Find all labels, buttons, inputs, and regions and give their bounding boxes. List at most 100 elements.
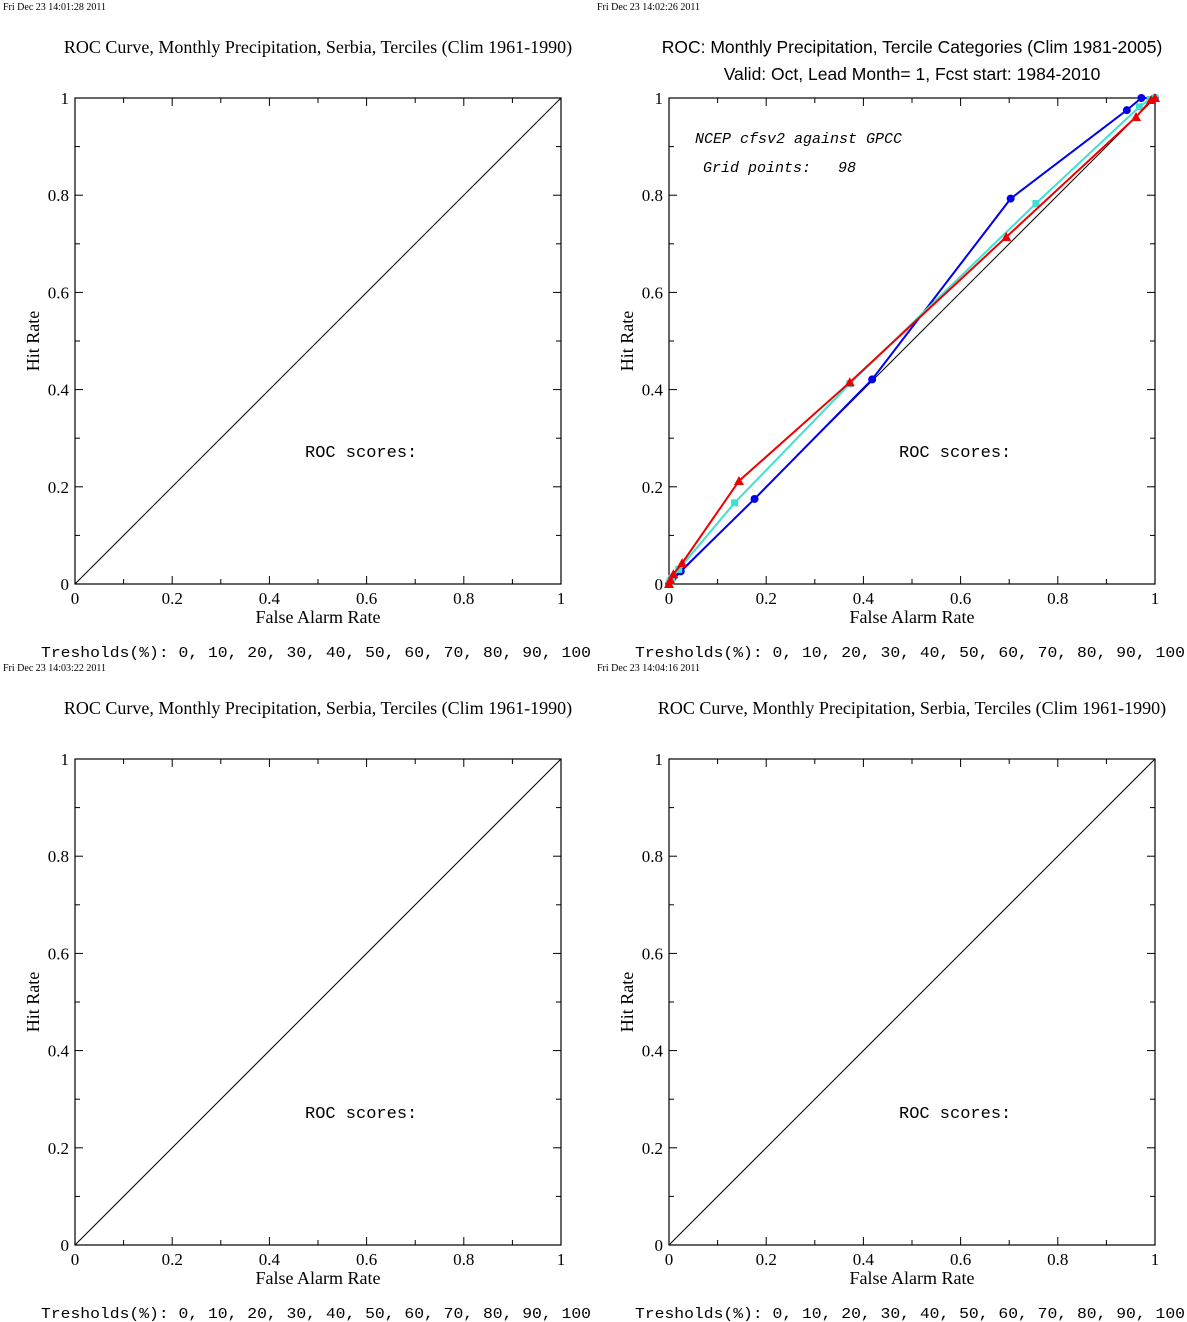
- data-point: [844, 377, 855, 387]
- x-axis-label: False Alarm Rate: [850, 607, 975, 627]
- x-tick-label: 1: [557, 589, 566, 608]
- x-tick-label: 0.4: [853, 589, 875, 608]
- x-tick-label: 0.2: [756, 589, 777, 608]
- x-tick-label: 0: [665, 589, 674, 608]
- y-tick-label: 0: [61, 1236, 70, 1255]
- chart-panel: Fri Dec 23 14:03:22 2011 ROC Curve, Month…: [3, 663, 591, 1322]
- roc-scores-label: ROC scores:: [305, 1105, 417, 1124]
- y-tick-label: 0.6: [48, 944, 69, 963]
- chart-panel: Fri Dec 23 14:04:16 2011 ROC Curve, Month…: [597, 663, 1185, 1322]
- data-point: [1150, 93, 1160, 102]
- timestamp: Fri Dec 23 14:03:22 2011: [3, 663, 106, 674]
- y-tick-label: 0: [61, 575, 70, 594]
- data-point: [665, 575, 676, 585]
- thresholds-label: Tresholds(%): 0, 10, 20, 30, 40, 50, 60,…: [635, 1306, 1185, 1322]
- chart-panel: Fri Dec 23 14:02:26 2011 ROC: Monthly Pre…: [597, 2, 1185, 662]
- timestamp: Fri Dec 23 14:04:16 2011: [597, 663, 700, 674]
- x-tick-label: 0.2: [162, 1250, 183, 1269]
- y-tick-label: 0.8: [642, 847, 663, 866]
- y-tick-label: 1: [61, 89, 70, 108]
- diagonal-line: [74, 758, 562, 1246]
- timestamp: Fri Dec 23 14:02:26 2011: [597, 2, 700, 13]
- y-tick-label: 0.6: [48, 283, 69, 302]
- roc-scores-label: ROC scores:: [899, 444, 1011, 463]
- chart-panel: Fri Dec 23 14:01:28 2011 ROC Curve, Month…: [3, 2, 591, 662]
- x-tick-label: 0.4: [853, 1250, 875, 1269]
- roc-scores-label: ROC scores:: [305, 444, 417, 463]
- y-tick-label: 0: [655, 575, 664, 594]
- x-tick-label: 0.8: [1047, 589, 1068, 608]
- y-tick-label: 0.6: [642, 283, 663, 302]
- x-tick-label: 0.6: [356, 1250, 377, 1269]
- x-tick-label: 0.2: [162, 589, 183, 608]
- data-point: [731, 499, 739, 507]
- data-point: [1131, 111, 1142, 121]
- x-tick-label: 0.8: [453, 589, 474, 608]
- x-tick-label: 0.4: [259, 589, 281, 608]
- y-tick-label: 1: [61, 750, 70, 769]
- chart-subtitle: Valid: Oct, Lead Month= 1, Fcst start: 1…: [724, 64, 1101, 84]
- y-tick-label: 0.8: [642, 186, 663, 205]
- data-point: [1006, 194, 1015, 203]
- data-point: [1001, 231, 1012, 241]
- y-axis-label: Hit Rate: [617, 311, 637, 372]
- y-tick-label: 0.6: [642, 944, 663, 963]
- x-tick-label: 0.6: [950, 1250, 971, 1269]
- data-point: [675, 565, 683, 573]
- y-tick-label: 0.2: [48, 1139, 69, 1158]
- y-tick-label: 0.2: [642, 1139, 663, 1158]
- plot-annotation: Grid points: 98: [703, 160, 856, 177]
- data-point: [733, 475, 744, 485]
- x-axis-label: False Alarm Rate: [256, 1268, 381, 1288]
- y-tick-label: 1: [655, 750, 664, 769]
- x-tick-label: 1: [557, 1250, 566, 1269]
- y-tick-label: 0.4: [642, 381, 664, 400]
- x-tick-label: 0: [71, 1250, 80, 1269]
- thresholds-label: Tresholds(%): 0, 10, 20, 30, 40, 50, 60,…: [41, 1306, 591, 1322]
- roc-scores-label: ROC scores:: [899, 1105, 1011, 1124]
- data-point: [668, 569, 679, 579]
- data-point: [677, 558, 688, 568]
- thresholds-label: Tresholds(%): 0, 10, 20, 30, 40, 50, 60,…: [635, 645, 1185, 662]
- data-point: [868, 375, 877, 384]
- y-tick-label: 0.8: [48, 186, 69, 205]
- plot-annotation: NCEP cfsv2 against GPCC: [695, 131, 902, 148]
- chart-title: ROC Curve, Monthly Precipitation, Serbia…: [658, 698, 1166, 719]
- y-tick-label: 0.2: [642, 478, 663, 497]
- y-tick-label: 0: [655, 1236, 664, 1255]
- chart-title: ROC Curve, Monthly Precipitation, Serbia…: [64, 698, 572, 719]
- thresholds-label: Tresholds(%): 0, 10, 20, 30, 40, 50, 60,…: [41, 645, 591, 662]
- data-point: [1137, 94, 1146, 102]
- x-axis-label: False Alarm Rate: [256, 607, 381, 627]
- data-point: [750, 494, 759, 503]
- x-tick-label: 0.8: [453, 1250, 474, 1269]
- x-tick-label: 0.4: [259, 1250, 281, 1269]
- timestamp: Fri Dec 23 14:01:28 2011: [3, 2, 106, 13]
- x-tick-label: 1: [1151, 589, 1160, 608]
- x-tick-label: 1: [1151, 1250, 1160, 1269]
- y-tick-label: 0.2: [48, 478, 69, 497]
- y-tick-label: 0.8: [48, 847, 69, 866]
- x-tick-label: 0.6: [950, 589, 971, 608]
- series-2: [664, 93, 1160, 588]
- y-tick-label: 1: [655, 89, 664, 108]
- x-tick-label: 0.2: [756, 1250, 777, 1269]
- chart-title: ROC: Monthly Precipitation, Tercile Cate…: [662, 37, 1163, 57]
- data-point: [1135, 103, 1143, 111]
- x-tick-label: 0.8: [1047, 1250, 1068, 1269]
- y-axis-label: Hit Rate: [23, 972, 43, 1033]
- data-point: [1122, 106, 1131, 115]
- y-axis-label: Hit Rate: [23, 311, 43, 372]
- data-point: [1032, 199, 1040, 207]
- x-tick-label: 0: [665, 1250, 674, 1269]
- y-tick-label: 0.4: [48, 381, 70, 400]
- x-tick-label: 0: [71, 589, 80, 608]
- x-tick-label: 0.6: [356, 589, 377, 608]
- diagonal-line: [668, 758, 1156, 1246]
- y-axis-label: Hit Rate: [617, 972, 637, 1033]
- y-tick-label: 0.4: [642, 1042, 664, 1061]
- chart-title: ROC Curve, Monthly Precipitation, Serbia…: [64, 37, 572, 58]
- y-tick-label: 0.4: [48, 1042, 70, 1061]
- diagonal-line: [74, 97, 562, 585]
